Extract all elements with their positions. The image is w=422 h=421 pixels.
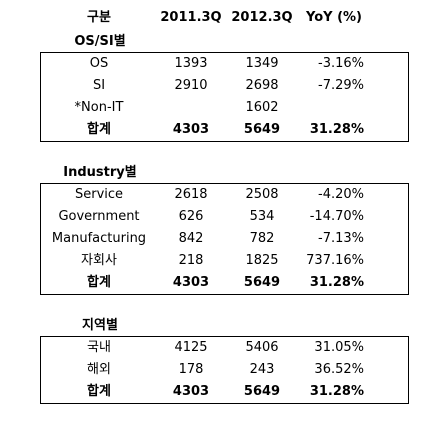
value-cell: 5649 [243, 384, 281, 399]
value-cell: 4303 [172, 384, 210, 399]
value-cell: -14.70% [309, 209, 364, 224]
row-label: *Non-IT [74, 100, 124, 115]
value-cell: 31.28% [309, 275, 364, 290]
value-cell: 4303 [172, 122, 210, 137]
value-cell: -4.20% [318, 187, 364, 202]
value-cell: 31.28% [309, 122, 364, 137]
value-cell: 5649 [243, 122, 281, 137]
row-label: SI [92, 78, 106, 93]
value-cell: 782 [249, 231, 275, 246]
value-cell: -3.16% [318, 56, 364, 71]
value-cell: 1825 [245, 253, 279, 268]
header-cell: YoY (%) [306, 10, 362, 25]
row-label: 합계 [87, 384, 111, 399]
value-cell: 2910 [174, 78, 208, 93]
section-title: 지역별 [82, 318, 118, 333]
value-cell: 4125 [174, 340, 208, 355]
value-cell: -7.13% [318, 231, 364, 246]
row-label: 합계 [87, 275, 111, 290]
value-cell: 4303 [172, 275, 210, 290]
header-cell: 2012.3Q [231, 10, 293, 25]
value-cell: 2618 [174, 187, 208, 202]
row-label: Manufacturing [51, 231, 147, 246]
value-cell: 2698 [245, 78, 279, 93]
section-title: Industry별 [63, 165, 137, 180]
value-cell: 737.16% [306, 253, 364, 268]
row-label: 국내 [87, 340, 111, 355]
value-cell: 534 [249, 209, 275, 224]
row-label: Government [58, 209, 140, 224]
section-box [40, 336, 409, 404]
row-label: OS [89, 56, 109, 71]
row-label: Service [74, 187, 124, 202]
section-box [40, 52, 409, 142]
value-cell: 218 [178, 253, 204, 268]
value-cell: 31.28% [309, 384, 364, 399]
row-label: 자회사 [81, 253, 117, 268]
value-cell: 36.52% [314, 362, 364, 377]
value-cell: 626 [178, 209, 204, 224]
row-label: 해외 [87, 362, 111, 377]
value-cell: 1349 [245, 56, 279, 71]
value-cell: 31.05% [314, 340, 364, 355]
value-cell: 842 [178, 231, 204, 246]
value-cell: 1393 [174, 56, 208, 71]
value-cell: 243 [249, 362, 275, 377]
value-cell: 178 [178, 362, 204, 377]
value-cell: 5406 [245, 340, 279, 355]
header-cell: 2011.3Q [160, 10, 222, 25]
value-cell: 2508 [245, 187, 279, 202]
section-title: OS/SI별 [74, 34, 126, 49]
value-cell: 1602 [245, 100, 279, 115]
value-cell: -7.29% [318, 78, 364, 93]
header-cell: 구분 [87, 10, 111, 25]
row-label: 합계 [87, 122, 111, 137]
value-cell: 5649 [243, 275, 281, 290]
section-box [40, 183, 409, 295]
